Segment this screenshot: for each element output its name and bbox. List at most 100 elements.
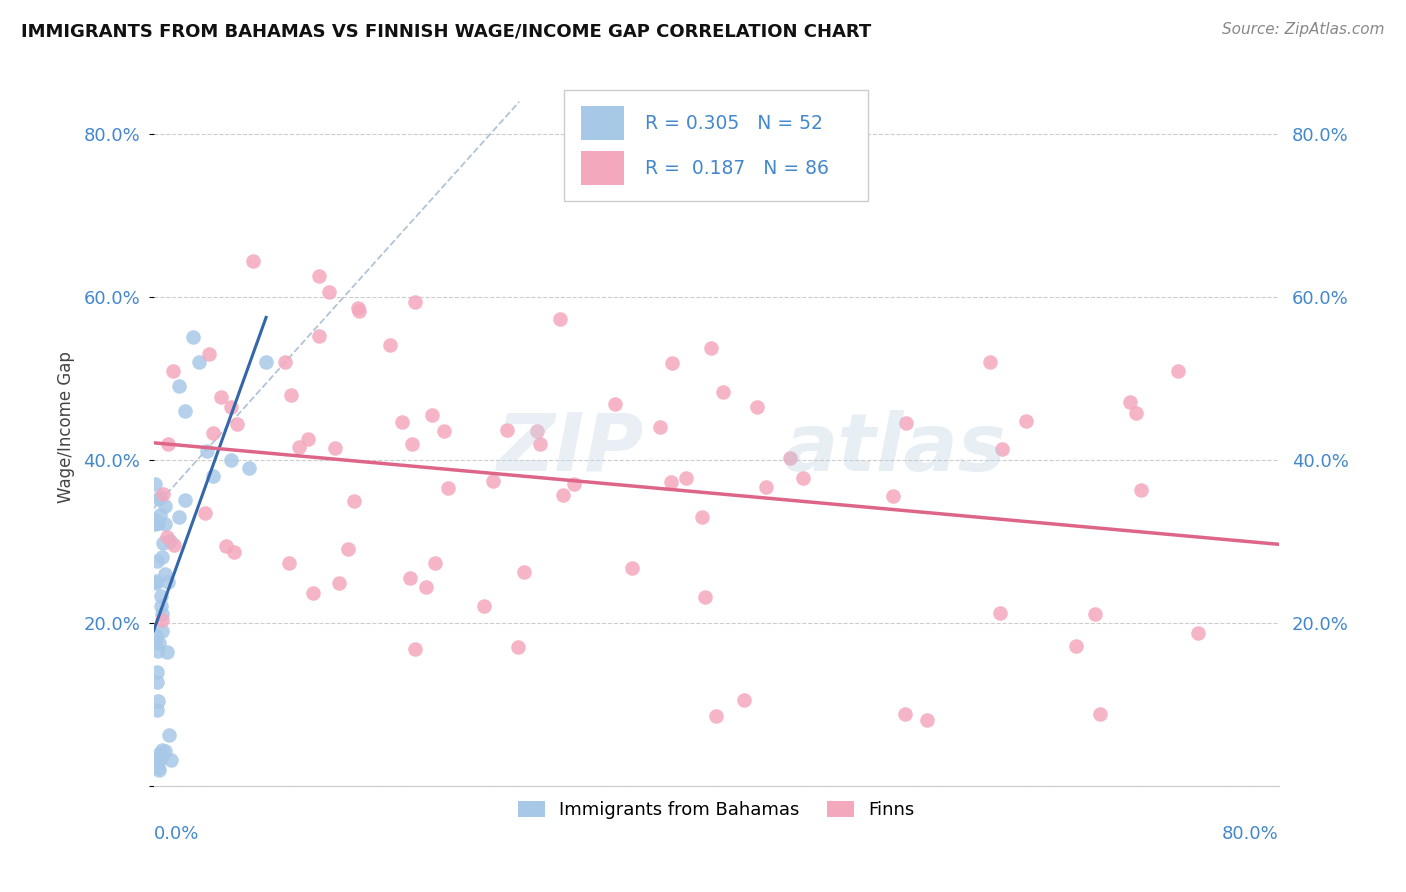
Point [155, 499, 177, 513]
Point [675, 471, 697, 485]
Point [280, 387, 302, 401]
Point [149, 508, 172, 522]
Point [745, 400, 768, 414]
Point [146, 703, 169, 717]
Point [215, 539, 238, 553]
Text: atlas: atlas [783, 409, 1007, 488]
Point [221, 400, 243, 414]
Point [420, 408, 443, 422]
Point [893, 707, 915, 722]
Point [346, 301, 368, 315]
Point [148, 636, 170, 650]
Point [173, 493, 195, 508]
Point [1167, 364, 1189, 378]
Point [308, 268, 330, 283]
Point [529, 436, 551, 450]
Point [159, 534, 181, 549]
Point [238, 460, 260, 475]
Point [146, 694, 169, 708]
Point [882, 490, 904, 504]
Point [779, 450, 801, 465]
Text: Source: ZipAtlas.com: Source: ZipAtlas.com [1222, 22, 1385, 37]
Point [693, 590, 716, 604]
Point [219, 452, 242, 467]
Point [148, 752, 170, 766]
Point [1187, 626, 1209, 640]
Point [145, 634, 167, 648]
Point [194, 506, 217, 520]
Point [150, 613, 173, 627]
FancyBboxPatch shape [564, 90, 868, 202]
Point [405, 294, 427, 309]
Point [755, 480, 778, 494]
Point [148, 516, 170, 530]
Point [156, 645, 179, 659]
Point [157, 575, 180, 590]
Point [700, 341, 723, 355]
Point [526, 425, 548, 439]
Point [173, 403, 195, 417]
Point [254, 355, 277, 369]
Point [603, 397, 626, 411]
Point [148, 747, 170, 761]
Point [143, 516, 166, 531]
Point [425, 556, 447, 570]
Point [562, 476, 585, 491]
Point [149, 589, 172, 603]
Point [153, 516, 176, 531]
Point [150, 550, 173, 565]
Point [1129, 483, 1152, 498]
Text: R = 0.305   N = 52: R = 0.305 N = 52 [645, 113, 823, 133]
Point [143, 476, 166, 491]
Bar [581, 106, 624, 140]
Point [659, 475, 682, 489]
Point [145, 574, 167, 588]
Point [336, 542, 359, 557]
Point [513, 566, 536, 580]
Point [145, 554, 167, 568]
Point [551, 488, 574, 502]
Point [391, 415, 413, 429]
Point [274, 355, 297, 369]
Point [1118, 395, 1140, 409]
Point [156, 530, 179, 544]
Point [894, 417, 917, 431]
Bar [581, 151, 624, 186]
Point [146, 761, 169, 775]
Point [222, 545, 245, 559]
Point [150, 624, 173, 639]
Point [433, 425, 456, 439]
Point [318, 285, 340, 300]
Point [167, 379, 190, 393]
Point [302, 585, 325, 599]
Point [711, 384, 734, 399]
Point [325, 441, 347, 455]
Point [156, 437, 179, 451]
Point [690, 509, 713, 524]
Point [979, 355, 1001, 369]
Point [146, 665, 169, 679]
Legend: Immigrants from Bahamas, Finns: Immigrants from Bahamas, Finns [510, 794, 922, 827]
Point [792, 471, 814, 485]
Point [149, 599, 172, 614]
Point [163, 538, 186, 552]
Point [482, 475, 505, 489]
Point [167, 509, 190, 524]
Point [187, 355, 209, 369]
Point [288, 440, 311, 454]
Text: ZIP: ZIP [496, 409, 643, 488]
Point [415, 580, 437, 594]
Point [399, 571, 422, 585]
Point [472, 599, 495, 613]
Point [496, 423, 519, 437]
Point [225, 417, 247, 431]
Point [153, 566, 176, 581]
Point [436, 481, 458, 495]
Point [195, 444, 218, 458]
Point [149, 490, 172, 504]
Point [548, 312, 571, 326]
Point [733, 693, 755, 707]
Point [148, 763, 170, 777]
Point [181, 330, 204, 344]
Point [1090, 706, 1112, 721]
